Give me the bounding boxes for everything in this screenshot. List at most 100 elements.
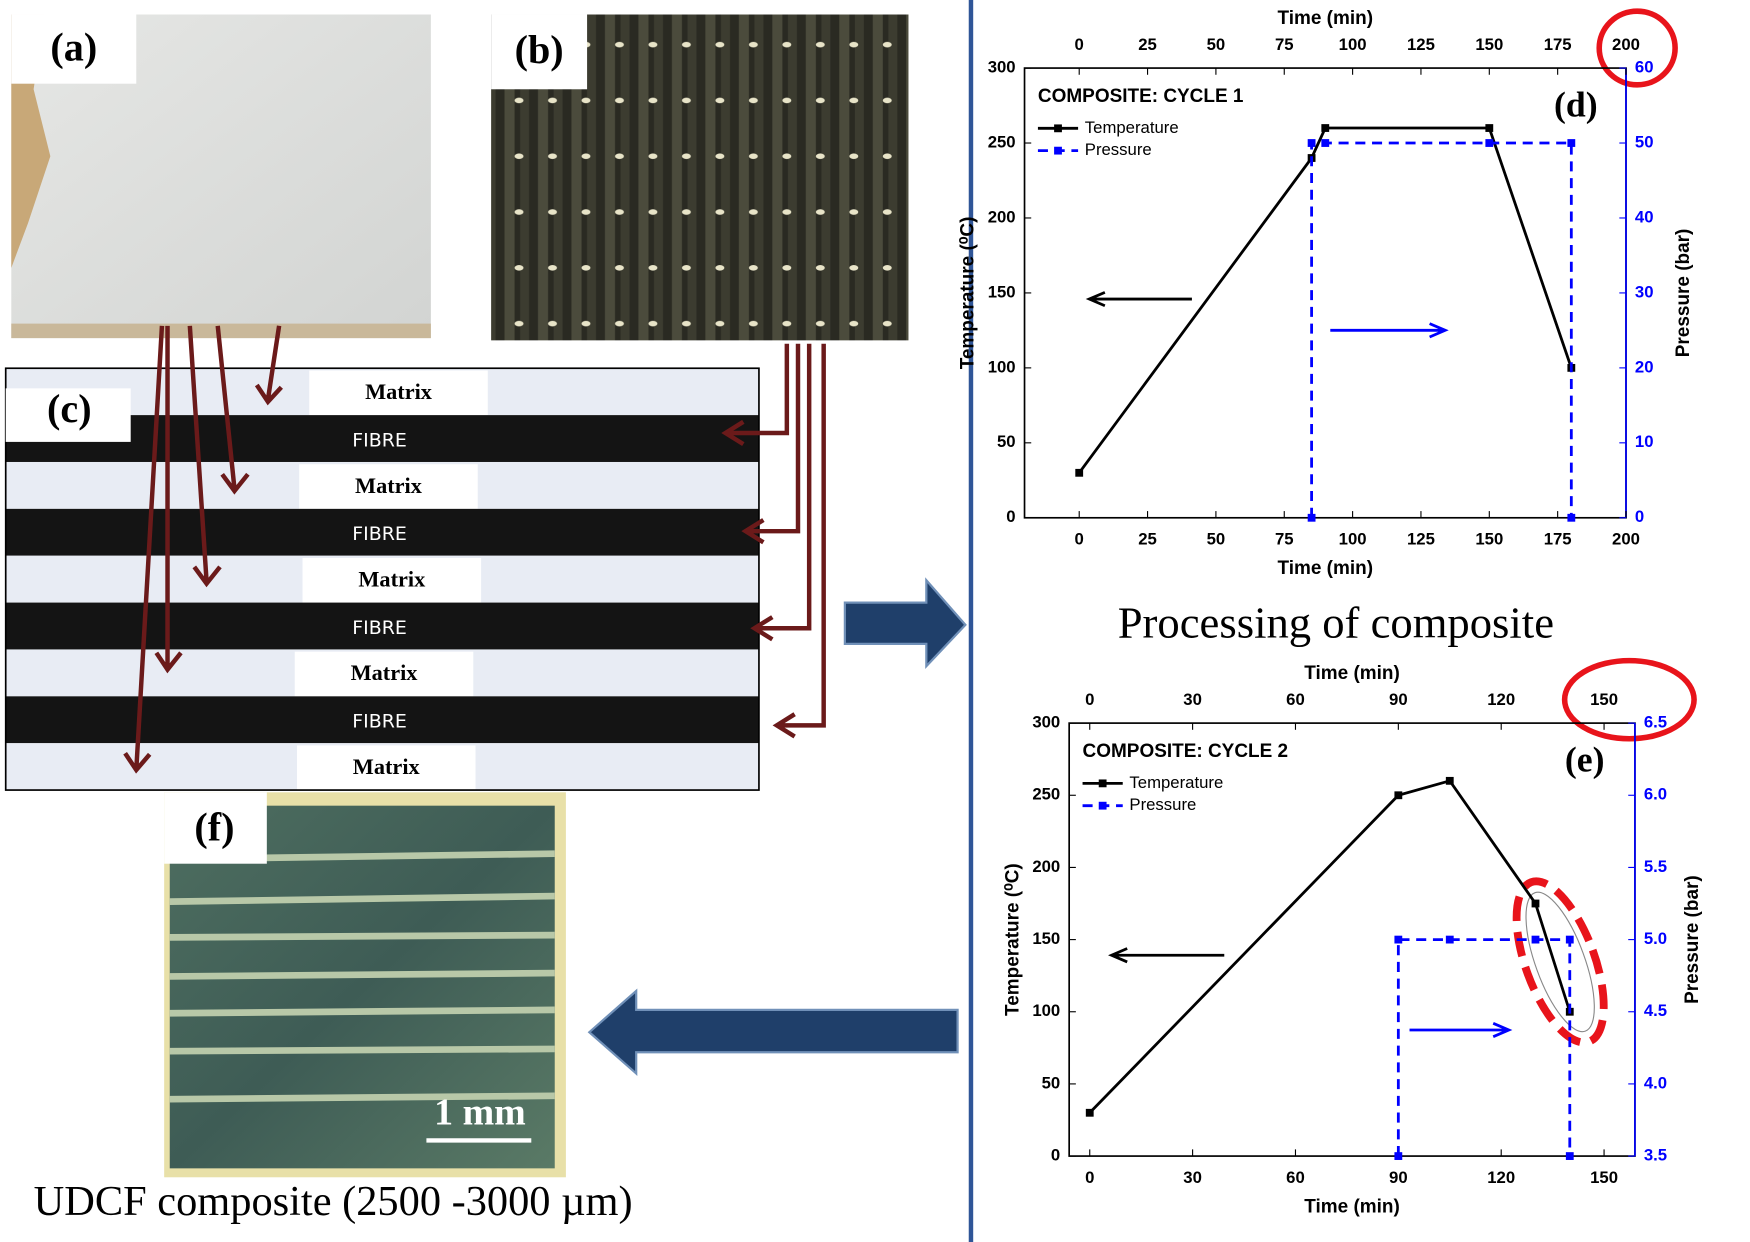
x-tick-label: 60 (1286, 1168, 1305, 1187)
y2-tick-label: 30 (1635, 282, 1654, 301)
panel-label: (c) (47, 386, 92, 431)
panel-label: (a) (50, 25, 97, 70)
x-tick-label: 0 (1075, 530, 1084, 549)
legend-marker (1098, 779, 1107, 788)
chart-title: COMPOSITE: CYCLE 1 (1038, 86, 1244, 107)
big-arrow (587, 988, 959, 1076)
x-tick-label: 100 (1339, 530, 1367, 549)
y-axis-label: Temperature (⁰C) (958, 217, 979, 370)
x2-tick-label: 150 (1590, 690, 1618, 709)
panel-label: (d) (1554, 84, 1598, 124)
y2-tick-label: 4.0 (1644, 1073, 1667, 1092)
data-point (1394, 791, 1403, 800)
data-point (1485, 139, 1494, 147)
x-tick-label: 150 (1590, 1168, 1618, 1187)
data-point (1307, 513, 1316, 522)
y-tick-label: 100 (988, 357, 1016, 376)
x-axis-label: Time (min) (1304, 1196, 1400, 1217)
label-box (491, 14, 588, 90)
big-arrow (843, 577, 967, 669)
fibre-layer (5, 508, 759, 556)
x-tick-label: 175 (1544, 530, 1572, 549)
data-point (1394, 1152, 1403, 1160)
x2-axis-label: Time (min) (1277, 8, 1373, 29)
photo-f-sample (169, 805, 555, 1169)
data-point (1567, 513, 1576, 522)
caption: UDCF composite (2500 -3000 µm) (34, 1178, 633, 1225)
layer-label: FIBRE (352, 710, 407, 732)
legend-marker (1098, 801, 1107, 810)
legend-label: Pressure (1085, 140, 1152, 159)
fibre-lines (169, 850, 555, 1103)
x2-tick-label: 175 (1544, 35, 1572, 54)
data-point (1085, 1108, 1094, 1117)
y-tick-label: 150 (1032, 929, 1060, 948)
y2-tick-label: 6.0 (1644, 785, 1667, 804)
x-tick-label: 50 (1207, 530, 1226, 549)
data-point (1445, 935, 1454, 944)
x-tick-label: 75 (1275, 530, 1294, 549)
x-tick-label: 125 (1407, 530, 1435, 549)
y-tick-label: 200 (1032, 857, 1060, 876)
y-tick-label: 0 (1051, 1145, 1060, 1164)
fibre-layer (5, 415, 759, 462)
x2-tick-label: 0 (1075, 35, 1084, 54)
chart-title: COMPOSITE: CYCLE 2 (1083, 741, 1289, 762)
y-tick-label: 0 (1006, 507, 1015, 526)
data-point (1394, 935, 1403, 944)
x2-tick-label: 120 (1487, 690, 1515, 709)
y2-tick-label: 60 (1635, 57, 1654, 76)
y-tick-label: 300 (988, 57, 1016, 76)
y-tick-label: 250 (988, 132, 1016, 151)
x-tick-label: 0 (1085, 1168, 1094, 1187)
x-tick-label: 25 (1138, 530, 1157, 549)
y2-tick-label: 6.5 (1644, 713, 1667, 732)
data-point (1567, 139, 1576, 147)
data-point (1445, 776, 1454, 785)
y-tick-label: 300 (1032, 713, 1060, 732)
fibre-layer (5, 602, 759, 650)
photo-edge (11, 323, 431, 339)
y-axis-label: Temperature (⁰C) (1002, 863, 1023, 1016)
y2-tick-label: 10 (1635, 432, 1654, 451)
label-box (11, 14, 137, 84)
panel-label: (f) (194, 805, 234, 850)
label-box (296, 745, 476, 793)
layer-label: Matrix (351, 660, 419, 685)
y2-tick-label: 5.0 (1644, 929, 1667, 948)
layer-label: FIBRE (352, 617, 407, 639)
caption: Processing of composite (1118, 597, 1554, 647)
x-tick-label: 200 (1612, 530, 1640, 549)
y2-tick-label: 5.5 (1644, 857, 1667, 876)
layer-label: FIBRE (352, 429, 407, 451)
label-box (5, 388, 131, 442)
x2-tick-label: 200 (1612, 35, 1640, 54)
y2-axis-label: Pressure (bar) (1673, 229, 1694, 358)
data-point (1321, 124, 1330, 132)
x2-tick-label: 90 (1389, 690, 1408, 709)
y2-tick-label: 0 (1635, 507, 1644, 526)
legend-label: Pressure (1129, 795, 1196, 814)
x2-tick-label: 0 (1085, 690, 1094, 709)
y2-tick-label: 3.5 (1644, 1145, 1667, 1164)
data-point (1307, 139, 1316, 147)
y-tick-label: 200 (988, 207, 1016, 226)
y-tick-label: 50 (1042, 1073, 1061, 1092)
x2-tick-label: 125 (1407, 35, 1435, 54)
label-box (294, 651, 474, 699)
y-tick-label: 50 (997, 432, 1016, 451)
x2-tick-label: 75 (1275, 35, 1294, 54)
fibre-layer (5, 696, 759, 744)
y2-tick-label: 20 (1635, 357, 1654, 376)
legend-marker (1054, 146, 1062, 155)
y-tick-label: 250 (1032, 785, 1060, 804)
x2-tick-label: 100 (1339, 35, 1367, 54)
data-point (1565, 935, 1574, 944)
x2-tick-label: 30 (1183, 690, 1202, 709)
x-tick-label: 120 (1487, 1168, 1515, 1187)
legend-marker (1054, 124, 1062, 133)
data-point (1075, 468, 1084, 477)
x-tick-label: 150 (1475, 530, 1503, 549)
